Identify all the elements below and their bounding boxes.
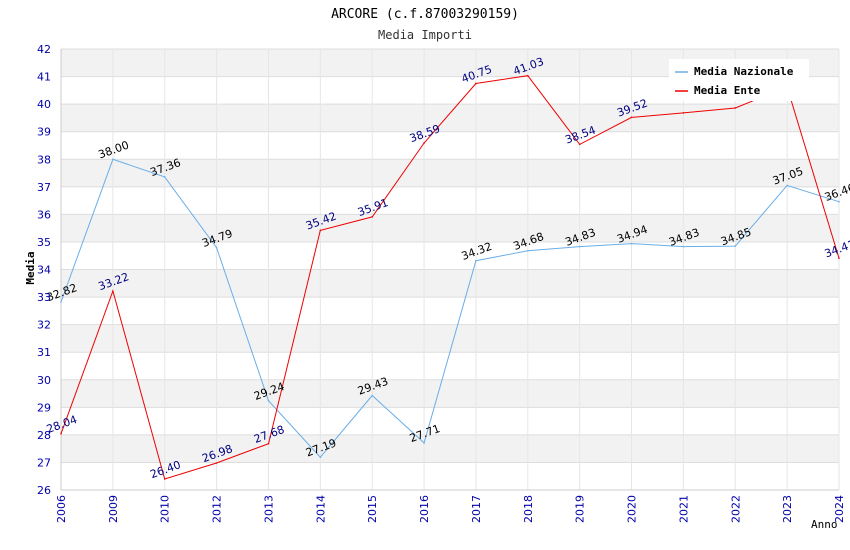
- data-point: [682, 245, 685, 248]
- data-point: [60, 432, 62, 435]
- grid-bands: [61, 49, 839, 463]
- y-tick-label: 35: [37, 236, 51, 249]
- chart-title: ARCORE (c.f.87003290159): [331, 7, 519, 22]
- y-tick-label: 38: [37, 153, 51, 166]
- y-axis-label: Media: [24, 251, 37, 284]
- y-tick-label: 34: [37, 264, 51, 277]
- y-tick-label: 27: [37, 456, 51, 469]
- grid-band: [61, 269, 839, 298]
- legend-box: [669, 59, 809, 101]
- grid-band: [61, 379, 839, 408]
- data-point: [215, 246, 218, 249]
- data-point: [682, 112, 685, 114]
- legend: Media Nazionale Media Ente: [669, 59, 809, 101]
- legend-label-media-nazionale: Media Nazionale: [694, 65, 794, 78]
- data-point: [838, 200, 840, 203]
- y-tick-label: 29: [37, 401, 51, 414]
- grid-band: [61, 159, 839, 187]
- data-point: [838, 257, 840, 259]
- data-point: [163, 176, 166, 178]
- data-point: [371, 394, 374, 397]
- data-point: [112, 290, 114, 292]
- x-tick-label: 2017: [470, 495, 483, 523]
- data-point: [163, 478, 166, 480]
- legend-label-media-ente: Media Ente: [694, 84, 761, 97]
- y-tick-label: 28: [37, 429, 51, 442]
- x-tick-label: 2024: [833, 495, 846, 523]
- y-tick-label: 26: [37, 484, 51, 497]
- data-label: 34.32: [460, 240, 494, 263]
- y-tick-label: 30: [37, 374, 51, 387]
- data-label: 38.00: [97, 138, 131, 161]
- data-point: [527, 249, 529, 252]
- grid-band: [61, 324, 839, 353]
- data-point: [734, 107, 737, 109]
- x-tick-label: 2019: [574, 495, 587, 523]
- x-tick-label: 2014: [314, 495, 327, 523]
- series-line-media-ente: [60, 75, 840, 480]
- grid-band: [61, 214, 839, 242]
- y-tick-label: 33: [37, 291, 51, 304]
- data-point: [475, 259, 477, 262]
- data-point: [578, 143, 581, 146]
- x-tick-label: 2022: [729, 495, 742, 523]
- y-tick-label: 41: [37, 71, 51, 84]
- x-axis-label: Anno: [811, 518, 838, 531]
- data-point: [630, 242, 633, 245]
- data-point: [423, 442, 425, 444]
- y-tick-label: 42: [37, 43, 51, 56]
- data-point: [786, 184, 788, 187]
- y-tick-label: 31: [37, 346, 51, 359]
- data-point: [475, 82, 477, 85]
- x-tick-label: 2021: [677, 495, 690, 523]
- grid-band: [61, 434, 839, 463]
- data-point: [319, 456, 322, 459]
- series-lines: [60, 74, 840, 480]
- data-point: [578, 245, 581, 248]
- y-tick-label: 37: [37, 181, 51, 194]
- y-axis-ticks: 26 27 28 29 30 31 32 33 34 35 36 37 38 39 40 41 42: [37, 43, 51, 497]
- data-point: [267, 442, 270, 445]
- x-tick-label: 2013: [262, 495, 275, 523]
- x-tick-label: 2010: [159, 495, 172, 523]
- series-line-media-nazionale: [60, 158, 840, 458]
- data-point: [630, 116, 633, 119]
- y-tick-label: 40: [37, 98, 51, 111]
- data-point: [267, 399, 270, 402]
- data-point: [215, 462, 218, 464]
- x-tick-label: 2023: [781, 495, 794, 523]
- data-point: [112, 158, 114, 161]
- data-point: [423, 142, 425, 144]
- x-tick-label: 2006: [55, 495, 68, 523]
- y-tick-label: 36: [37, 208, 51, 221]
- x-axis-ticks: 2006 2009 2010 2012 2013 2014 2015 2016 2017 2018…: [55, 495, 846, 523]
- x-tick-label: 2012: [211, 495, 224, 523]
- data-point: [319, 229, 322, 232]
- y-tick-label: 39: [37, 126, 51, 139]
- x-tick-label: 2018: [522, 495, 535, 523]
- grid-band: [61, 104, 839, 132]
- data-point: [734, 245, 737, 247]
- x-tick-label: 2020: [626, 495, 639, 523]
- chart-subtitle: Media Importi: [378, 28, 472, 42]
- data-point: [60, 301, 62, 303]
- data-point: [527, 74, 529, 77]
- x-tick-label: 2009: [107, 495, 120, 523]
- data-point: [371, 216, 374, 218]
- x-tick-label: 2016: [418, 495, 431, 523]
- y-tick-label: 32: [37, 319, 51, 332]
- x-tick-label: 2015: [366, 495, 379, 523]
